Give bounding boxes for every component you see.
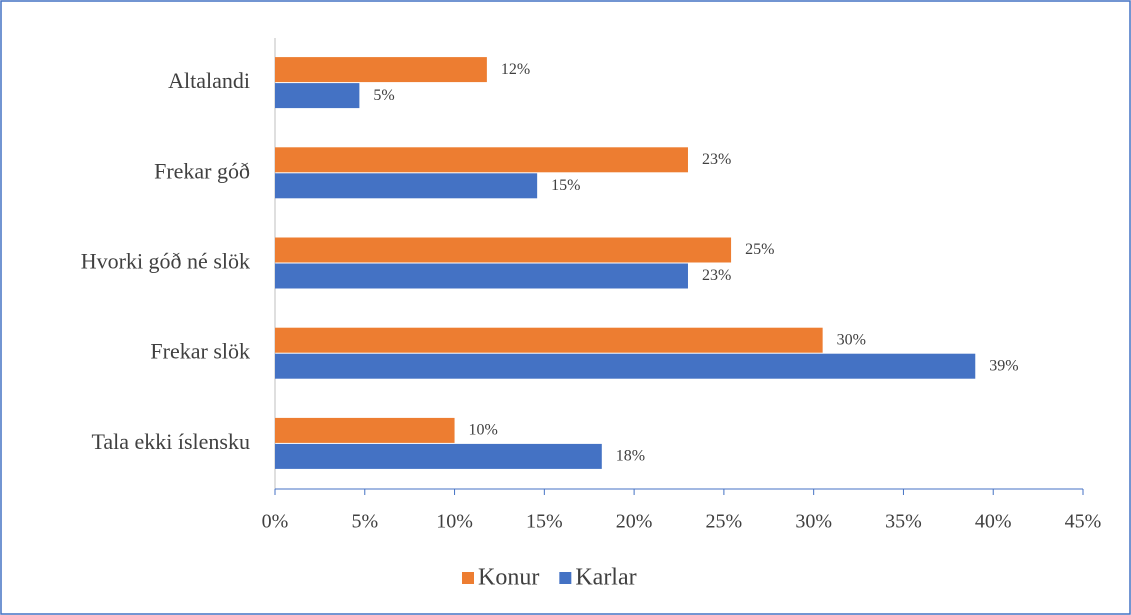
bar xyxy=(275,57,487,83)
data-label: 39% xyxy=(989,357,1018,374)
data-label: 23% xyxy=(702,151,731,168)
legend-swatch xyxy=(559,572,572,584)
x-tick-label: 15% xyxy=(526,511,563,533)
bar xyxy=(275,443,602,469)
x-tick-label: 25% xyxy=(706,511,743,533)
x-tick-label: 40% xyxy=(975,511,1012,533)
legend-label: Konur xyxy=(478,565,539,591)
data-label: 30% xyxy=(837,331,866,348)
legend-swatch xyxy=(462,572,474,584)
data-label: 23% xyxy=(702,267,731,284)
y-tick-label: Frekar góð xyxy=(154,158,250,183)
bar xyxy=(275,83,360,109)
data-label: 18% xyxy=(616,448,645,465)
x-tick-label: 5% xyxy=(351,511,378,533)
x-tick-label: 0% xyxy=(262,511,289,533)
x-tick-label: 30% xyxy=(795,511,832,533)
bar xyxy=(275,237,732,263)
x-tick-label: 10% xyxy=(436,511,473,533)
x-tick-label: 35% xyxy=(885,511,922,533)
bar xyxy=(275,417,455,443)
legend-label: Karlar xyxy=(575,565,636,591)
data-label: 5% xyxy=(373,87,394,104)
bar xyxy=(275,353,976,379)
data-label: 25% xyxy=(745,241,774,258)
y-tick-label: Hvorki góð né slök xyxy=(81,249,250,274)
data-label: 12% xyxy=(501,61,530,78)
x-tick-label: 45% xyxy=(1065,511,1102,533)
x-tick-label: 20% xyxy=(616,511,653,533)
bar xyxy=(275,327,823,353)
y-tick-label: Altalandi xyxy=(168,68,250,93)
bar xyxy=(275,173,538,199)
y-tick-label: Frekar slök xyxy=(150,339,250,364)
bar xyxy=(275,147,688,173)
data-label: 10% xyxy=(469,422,498,439)
bar xyxy=(275,263,688,289)
y-tick-label: Tala ekki íslensku xyxy=(91,429,250,454)
data-label: 15% xyxy=(551,177,580,194)
